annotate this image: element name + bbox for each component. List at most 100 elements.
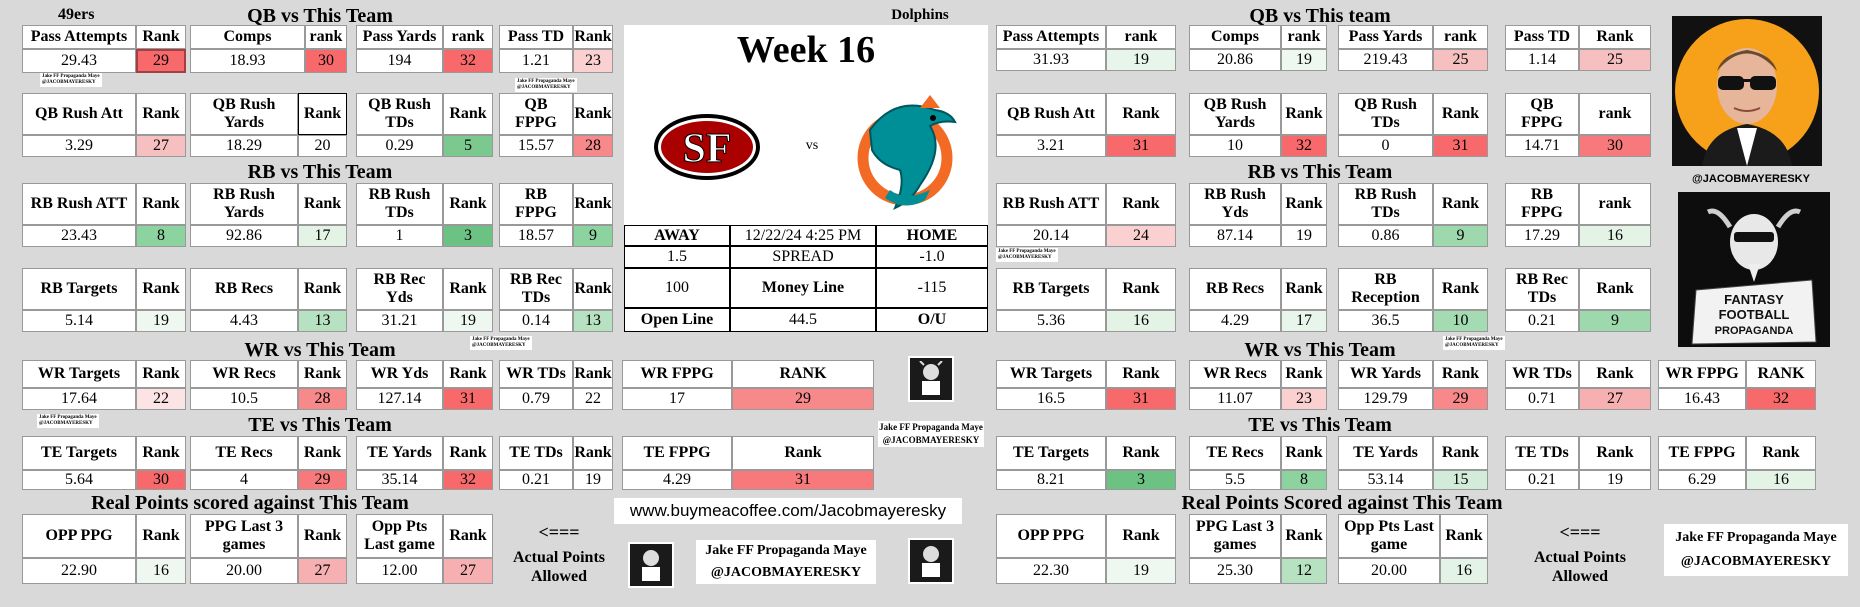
watermark: Jake FF Propaganda Maye @JACOBMAYERESKY <box>515 78 577 92</box>
stat-value: 17 <box>622 388 732 410</box>
stat-value: 36.5 <box>1338 310 1433 332</box>
rank-value: 28 <box>298 388 347 410</box>
watermark: Jake FF Propaganda Maye @JACOBMAYERESKY <box>40 73 102 87</box>
stat-header: Pass TD <box>499 25 573 49</box>
rank-header: Rank <box>443 268 493 310</box>
left-te-header: TE vs This Team <box>248 414 392 436</box>
stat-value: 15.57 <box>499 135 573 157</box>
stat-value: 1 <box>356 225 443 247</box>
watermark: Jake FF Propaganda Maye @JACOBMAYERESKY <box>1443 336 1505 350</box>
right-te-header: TE vs This Team <box>1248 414 1392 436</box>
rank-value: 29 <box>732 388 874 410</box>
rank-value: 32 <box>1746 388 1816 410</box>
stat-header: TE Targets <box>22 436 136 470</box>
svg-text:FOOTBALL: FOOTBALL <box>1719 307 1790 322</box>
donation-link[interactable]: www.buymeacoffee.com/Jacobmayeresky <box>614 498 962 524</box>
game-datetime: 12/22/24 4:25 PM <box>730 225 876 246</box>
stat-header: RB Targets <box>996 268 1106 310</box>
rank-header: rank <box>1579 93 1651 135</box>
stat-header: RB Rec TDs <box>499 268 573 310</box>
svg-text:PROPAGANDA: PROPAGANDA <box>1715 325 1794 337</box>
rank-header: Rank <box>732 436 874 470</box>
rank-header: Rank <box>443 183 493 225</box>
rank-header: Rank <box>136 514 186 558</box>
rank-value: 19 <box>1106 558 1176 584</box>
stat-header: QB FPPG <box>1505 93 1579 135</box>
rank-header: RANK <box>732 360 874 388</box>
stat-header: TE Yards <box>1338 436 1433 470</box>
rank-value: 27 <box>136 135 186 157</box>
rank-header: Rank <box>1106 436 1176 470</box>
stat-value: 5.5 <box>1189 470 1281 490</box>
rank-header: Rank <box>136 25 186 49</box>
page-title: Week 16 <box>736 29 876 71</box>
stat-header: TE TDs <box>499 436 573 470</box>
rank-value: 13 <box>573 310 613 332</box>
stat-header: WR Yds <box>356 360 443 388</box>
rank-header: Rank <box>573 268 613 310</box>
open-total: 44.5 <box>730 308 876 332</box>
rank-value: 19 <box>136 310 186 332</box>
avatar-handle: @JACOBMAYERESKY <box>1692 173 1810 185</box>
rank-value: 23 <box>573 49 613 73</box>
goat-logo-icon <box>908 538 954 584</box>
stat-value: 0.21 <box>1505 470 1579 490</box>
rank-value: 15 <box>1433 470 1488 490</box>
branding-label: Jake FF Propaganda Maye @JACOBMAYERESKY <box>696 540 876 584</box>
stat-value: 4.29 <box>622 470 732 490</box>
stat-value: 1.21 <box>499 49 573 73</box>
rank-header: Rank <box>1281 360 1327 388</box>
stat-value: 0.21 <box>499 470 573 490</box>
rank-value: 19 <box>1281 49 1327 71</box>
rank-value: 27 <box>1579 388 1651 410</box>
stat-header: QB Rush Att <box>22 93 136 135</box>
stat-value: 23.43 <box>22 225 136 247</box>
rank-value: 31 <box>1106 388 1176 410</box>
stat-value: 0.79 <box>499 388 573 410</box>
spread-label: SPREAD <box>730 246 876 268</box>
stat-value: 16.5 <box>996 388 1106 410</box>
rank-value: 31 <box>1106 135 1176 157</box>
rank-header: Rank <box>1281 436 1327 470</box>
stat-header: TE FPPG <box>622 436 732 470</box>
stat-header: Pass Attempts <box>22 25 136 49</box>
rank-value: 3 <box>443 225 493 247</box>
stat-header: QB Rush TDs <box>1338 93 1433 135</box>
rank-value: 19 <box>443 310 493 332</box>
right-rb-header: RB vs This Team <box>1247 161 1393 183</box>
right-wr-header: WR vs This Team <box>1244 339 1396 361</box>
rank-value: 32 <box>1281 135 1327 157</box>
stat-header: WR FPPG <box>622 360 732 388</box>
stat-value: 4.43 <box>190 310 298 332</box>
rank-header: Rank <box>573 93 613 135</box>
open-line-label: Open Line <box>624 308 730 332</box>
rank-value: 19 <box>1281 225 1327 247</box>
stat-header: WR Targets <box>22 360 136 388</box>
rank-value: 28 <box>573 135 613 157</box>
stat-header: Opp Pts Last game <box>356 514 443 558</box>
rank-value: 16 <box>1440 558 1488 584</box>
stat-value: 31.93 <box>996 49 1106 71</box>
stat-header: RB Rush Yards <box>190 183 298 225</box>
stat-header: QB FPPG <box>499 93 573 135</box>
rank-value: 8 <box>1281 470 1327 490</box>
stat-value: 20.00 <box>190 558 298 584</box>
stat-header: Pass TD <box>1505 25 1579 49</box>
rank-header: rank <box>1281 25 1327 49</box>
home-team-label: Dolphins <box>891 7 949 23</box>
stat-header: QB Rush TDs <box>356 93 443 135</box>
rank-header: Rank <box>1579 360 1651 388</box>
stat-header: Comps <box>190 25 305 49</box>
watermark: Jake FF Propaganda Maye @JACOBMAYERESKY <box>996 248 1058 262</box>
rank-value: 8 <box>136 225 186 247</box>
stat-header: RB FPPG <box>499 183 573 225</box>
rank-value: 3 <box>1106 470 1176 490</box>
stat-value: 127.14 <box>356 388 443 410</box>
stat-header: TE Recs <box>1189 436 1281 470</box>
left-wr-header: WR vs This Team <box>244 339 396 361</box>
rank-header: RANK <box>1746 360 1816 388</box>
rank-value: 19 <box>1579 470 1651 490</box>
stat-value: 194 <box>356 49 443 73</box>
stat-value: 4.29 <box>1189 310 1281 332</box>
stat-value: 10 <box>1189 135 1281 157</box>
